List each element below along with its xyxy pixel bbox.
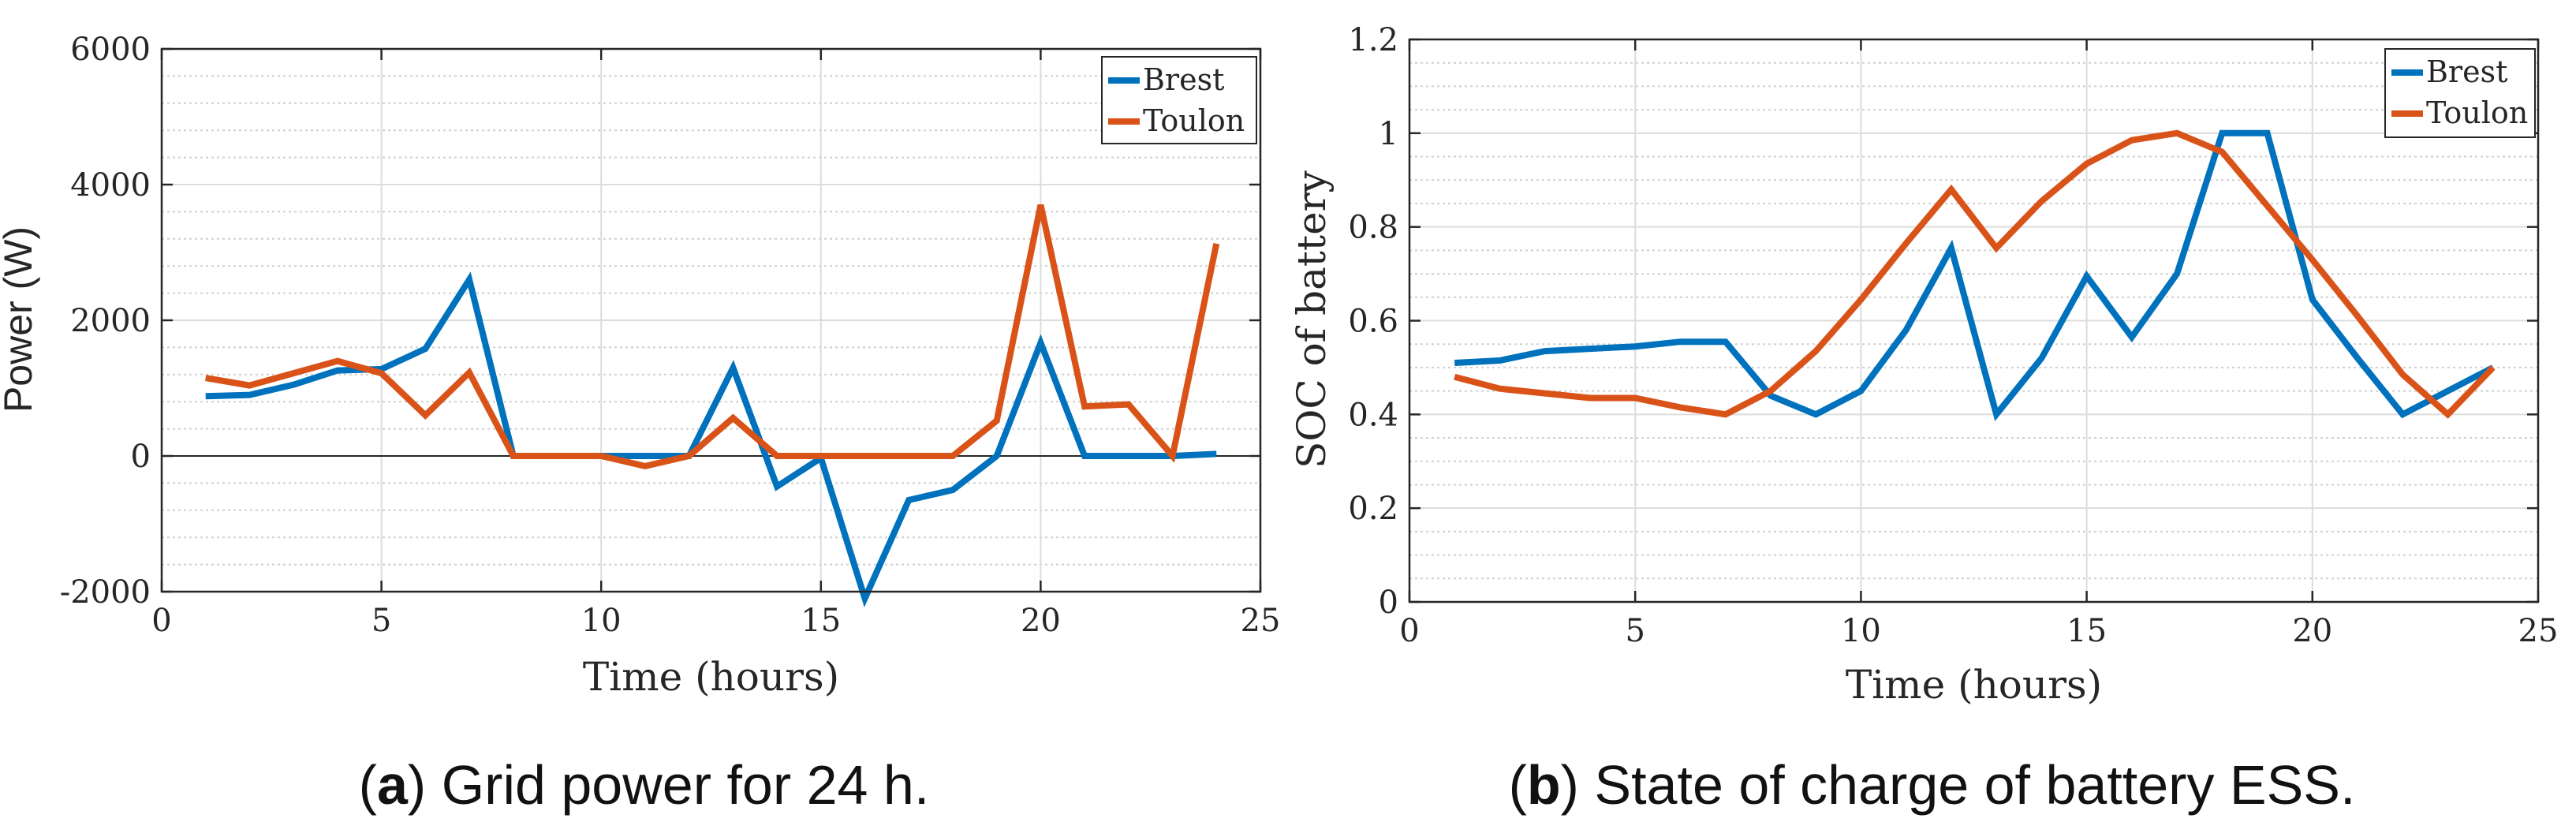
panel-a-y-tick-label: 6000 [70, 32, 151, 68]
panel-b-legend-label-toulon: Toulon [2426, 95, 2528, 130]
panel-b-x-tick-label: 20 [2292, 613, 2332, 649]
panel-b-series-brest [1454, 129, 2495, 421]
panel-a-legend-label-toulon: Toulon [1143, 103, 1245, 138]
panel-b-x-tick-label: 10 [1841, 613, 1881, 649]
panel-a-legend-label-brest: Brest [1143, 62, 1224, 97]
panel-a-y-tick-label: 4000 [70, 167, 151, 204]
panel-b-x-tick-label: 5 [1625, 613, 1645, 649]
panel-b-y-tick-label: 1 [1379, 116, 1398, 152]
caption-b-tag: b [1526, 754, 1561, 816]
panel-a-x-tick-label: 10 [581, 603, 622, 639]
panel-b-y-tick-label: 0 [1379, 585, 1398, 621]
panel-a-x-tick-label: 5 [371, 603, 391, 639]
panel-b-x-tick-label: 0 [1399, 613, 1419, 649]
panel-a-legend: Brest Toulon [1101, 56, 1257, 144]
caption-a-tag: a [376, 754, 408, 816]
panel-a-y-axis-label: Power (W) [0, 226, 40, 413]
chart-panel-b: 0 5 10 15 20 25 0 0.2 0.4 0.6 0.8 1 1.2 Time (hours) S… [1289, 22, 2558, 708]
panel-a-series-toulon [205, 204, 1220, 470]
panel-b-y-tick-label: 0.8 [1348, 210, 1398, 246]
panel-b-y-tick-label: 1.2 [1348, 22, 1398, 58]
panel-a-y-tick-label: 0 [131, 439, 151, 475]
caption-b-text: State of charge of battery ESS. [1594, 754, 2356, 816]
panel-b-x-axis-label: Time (hours) [1846, 662, 2102, 708]
caption-a: (a) Grid power for 24 h. [358, 754, 930, 816]
panel-a-x-axis-label: Time (hours) [583, 654, 839, 700]
panel-b-legend: Brest Toulon [2384, 48, 2536, 138]
panel-b-x-tick-label: 15 [2066, 613, 2107, 649]
panel-b-y-tick-label: 0.6 [1348, 304, 1398, 340]
panel-a-y-tick-label: -2000 [60, 574, 151, 611]
panel-a-x-tick-label: 0 [151, 603, 171, 639]
panel-b-x-tick-label: 25 [2518, 613, 2559, 649]
caption-b: (b) State of charge of battery ESS. [1508, 754, 2356, 816]
panel-a-legend-box [1101, 56, 1257, 144]
panel-b-legend-box [2384, 48, 2536, 138]
panel-a-x-tick-label: 25 [1241, 603, 1281, 639]
panel-b-series-toulon [1454, 129, 2496, 419]
panel-a-y-tick-label: 2000 [70, 303, 151, 339]
panel-b-legend-label-brest: Brest [2426, 54, 2507, 89]
panel-a-x-tick-label: 20 [1021, 603, 1061, 639]
panel-b-y-tick-label: 0.2 [1348, 491, 1398, 527]
panel-b-y-axis-label: SOC of battery [1289, 170, 1335, 468]
caption-a-text: Grid power for 24 h. [441, 754, 930, 816]
panel-b-y-tick-label: 0.4 [1348, 397, 1398, 433]
panel-a-x-tick-label: 15 [801, 603, 841, 639]
